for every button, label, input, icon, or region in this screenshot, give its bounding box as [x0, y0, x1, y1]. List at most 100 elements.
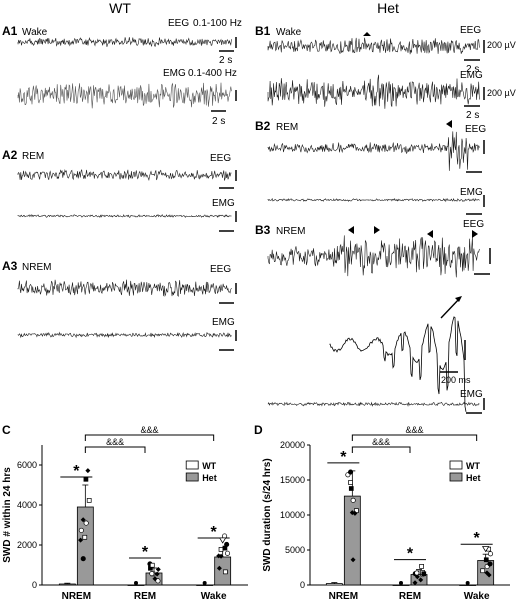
data-point: [78, 537, 84, 543]
panel-d-label: D: [254, 423, 263, 437]
data-point: [352, 510, 358, 516]
trace-b2-eeg: [267, 131, 480, 171]
panel-a2-label: A2: [2, 148, 18, 162]
data-point: [80, 556, 86, 562]
b3-swd-start-arrowhead-2: [427, 230, 433, 238]
panel-b1-emg-amp-scale: 200 µV: [487, 88, 516, 98]
data-point: [412, 580, 418, 586]
data-point: [418, 577, 424, 583]
comparison-bracket: [351, 434, 478, 441]
significance-star: *: [474, 530, 481, 547]
panel-a3-eeg-label: EEG: [210, 264, 231, 275]
data-point: [83, 520, 89, 526]
data-point: [350, 497, 356, 503]
x-tick-label: REM: [134, 591, 156, 602]
chart-swd-count: 0 2000 4000 6000 SWD # within 24 hrs NREM * REM…: [2, 425, 248, 602]
data-point: [216, 553, 222, 559]
panel-a3-emg-label: EMG: [212, 317, 235, 328]
data-point: [86, 498, 92, 503]
panel-a2-state: REM: [22, 151, 44, 162]
panel-a2-emg-label: EMG: [212, 198, 235, 209]
y-tick-label: 4000: [17, 500, 37, 510]
legend-label-wt: WT: [466, 461, 480, 471]
panel-a1-emg-label: EMG: [163, 68, 186, 79]
y-axis-label: SWD # within 24 hrs: [2, 467, 13, 563]
data-point: [224, 550, 231, 556]
bar-het-wake: [214, 556, 232, 586]
data-point: [216, 565, 222, 571]
legend-swatch-het: [449, 472, 463, 482]
b3-inset-arrow-head: [455, 296, 462, 302]
trace-a3-emg: [17, 331, 232, 339]
trace-b2-emg: [267, 197, 480, 203]
y-tick-label: 5000: [285, 545, 305, 555]
data-point: [78, 527, 84, 533]
comparison-bracket: [84, 434, 215, 441]
data-point: [155, 566, 161, 572]
bar-wt-wake: [459, 584, 477, 586]
comparison-label: &&&: [106, 437, 124, 447]
x-tick-label: NREM: [62, 591, 91, 602]
legend-label-het: Het: [466, 473, 481, 483]
data-point: [483, 557, 489, 563]
data-point: [348, 469, 354, 475]
bar-wt-nrem: [58, 583, 76, 586]
y-tick-label: 0: [300, 580, 305, 590]
bar-het-nrem: [76, 506, 94, 586]
b3-swd-end-arrowhead-2: [472, 230, 478, 238]
panel-b3-emg-label: EMG: [460, 389, 483, 400]
panel-a3-label: A3: [2, 259, 18, 273]
panel-a1-eeg-filter: 0.1-100 Hz: [193, 18, 242, 29]
data-point: [480, 568, 486, 574]
x-tick-label: Wake: [464, 591, 490, 602]
data-point: [152, 576, 158, 582]
data-point: [134, 581, 138, 585]
significance-star: *: [142, 544, 149, 561]
panel-a1-scale: 2 s: [219, 55, 232, 66]
data-point: [149, 571, 155, 577]
bar-wt-nrem: [325, 583, 343, 586]
data-point: [349, 510, 355, 516]
bar-wt-rem: [127, 584, 145, 586]
data-point: [85, 468, 91, 474]
legend-swatch-wt: [185, 460, 199, 470]
panel-b2-emg-label: EMG: [460, 187, 483, 198]
data-point: [154, 571, 160, 577]
data-point: [218, 547, 224, 552]
data-point: [348, 480, 353, 485]
y-tick-label: 15000: [280, 475, 305, 485]
panel-a1-emg-scale: 2 s: [212, 116, 225, 127]
data-point: [149, 562, 155, 568]
panel-b1-eeg-label: EEG: [460, 25, 481, 36]
panel-b2-state: REM: [276, 122, 298, 133]
bar-wt-rem: [392, 584, 410, 586]
significance-star: *: [211, 524, 218, 541]
x-tick-label: Wake: [201, 591, 227, 602]
comparison-label: &&&: [405, 425, 423, 435]
data-point: [222, 545, 228, 551]
data-point: [487, 561, 493, 567]
panel-b1-time-scale: 2 s: [466, 64, 479, 75]
panel-b2-eeg-label: EEG: [465, 124, 486, 135]
panel-b1-amp-scale: 200 µV: [487, 40, 516, 50]
b3-swd-end-arrowhead-1: [374, 226, 380, 234]
bar-wt-wake: [196, 584, 214, 586]
chart-swd-duration: 0 5000 10000 15000 20000 SWD duration (s/24 h…: [262, 425, 510, 602]
comparison-label: &&&: [140, 425, 158, 435]
y-tick-label: 20000: [280, 440, 305, 450]
y-tick-label: 2000: [17, 540, 37, 550]
trace-b3-eeg: [267, 235, 480, 278]
significance-star: *: [340, 449, 347, 466]
data-point: [223, 569, 228, 575]
comparison-bracket: [84, 446, 146, 453]
data-point: [481, 546, 490, 553]
data-point: [218, 537, 227, 544]
data-point: [350, 557, 356, 563]
panel-a1-eeg-label: EEG: [168, 18, 189, 29]
trace-a2-emg: [17, 213, 232, 218]
data-point: [486, 572, 492, 578]
data-point: [82, 534, 88, 540]
panel-b1-emg-label: EMG: [460, 70, 483, 81]
panel-b2-label: B2: [255, 119, 271, 133]
